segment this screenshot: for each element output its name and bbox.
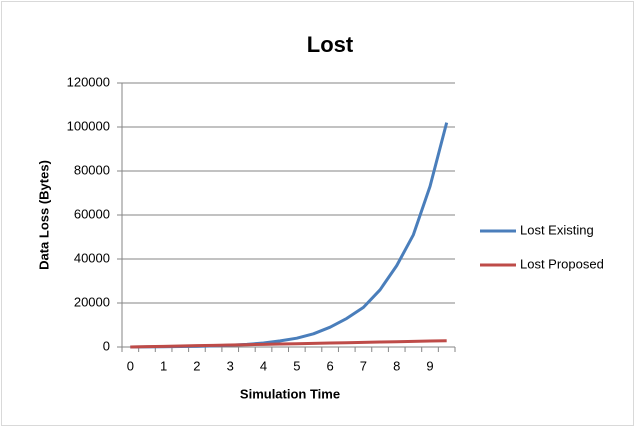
chart-title: Lost <box>307 32 354 57</box>
x-tick-label: 6 <box>327 358 334 373</box>
x-tick-label: 9 <box>426 358 433 373</box>
y-tick-label: 100000 <box>67 118 110 133</box>
x-tick-label: 8 <box>393 358 400 373</box>
y-axis-label: Data Loss (Bytes) <box>36 160 51 270</box>
y-tick-label: 60000 <box>74 206 110 221</box>
x-axis-label: Simulation Time <box>240 386 340 401</box>
x-tick-label: 7 <box>360 358 367 373</box>
y-tick-label: 20000 <box>74 294 110 309</box>
y-tick-label: 40000 <box>74 250 110 265</box>
y-tick-label: 0 <box>103 338 110 353</box>
x-tick-label: 4 <box>260 358 267 373</box>
x-tick-label: 3 <box>227 358 234 373</box>
x-tick-label: 5 <box>293 358 300 373</box>
y-tick-label: 120000 <box>67 74 110 89</box>
x-tick-label: 1 <box>160 358 167 373</box>
data-line <box>130 339 447 349</box>
y-tick-label: 80000 <box>74 162 110 177</box>
legend-label: Lost Existing <box>520 222 594 237</box>
x-tick-label: 2 <box>193 358 200 373</box>
legend-label: Lost Proposed <box>520 256 604 271</box>
x-tick-label: 0 <box>127 358 134 373</box>
